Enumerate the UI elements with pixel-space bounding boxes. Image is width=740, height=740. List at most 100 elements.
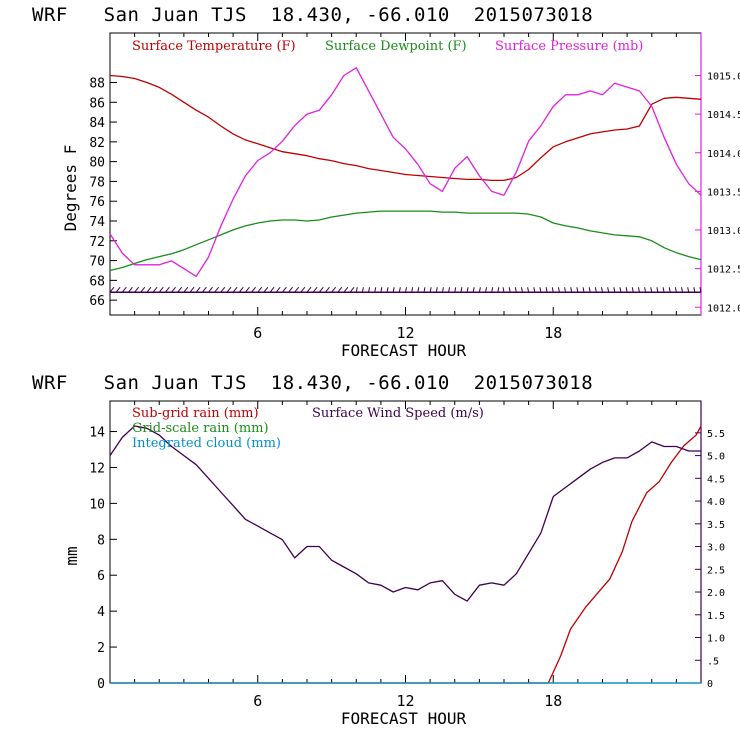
y-tick-label: 66 (89, 294, 105, 309)
wind-barb (374, 287, 377, 293)
legend-entry: Surface Wind Speed (m/s) (312, 406, 484, 421)
wind-barb (441, 287, 444, 293)
wind-barb (343, 286, 349, 293)
y2-tick-label: 5.0 (707, 452, 725, 463)
wind-barb (201, 286, 207, 293)
wind-barb (386, 287, 389, 293)
y2-tick-label: 1014.0 (707, 149, 740, 160)
wind-barb (644, 287, 647, 293)
wind-barb (306, 286, 312, 293)
legend-entry: Grid-scale rain (mm) (132, 421, 269, 436)
wind-barb (214, 286, 220, 293)
wind-barb (674, 287, 677, 293)
wind-barb (398, 287, 401, 293)
wind-barb (263, 286, 269, 293)
y-tick-label: 0 (97, 677, 105, 692)
y2-tick-label: 1015.0 (707, 71, 740, 82)
wind-barb (177, 286, 183, 293)
wind-barb (300, 286, 306, 293)
wind-barb (435, 287, 438, 293)
x-tick-label: 6 (253, 692, 262, 710)
y-tick-label: 70 (89, 255, 105, 270)
wind-barb (693, 287, 696, 293)
wind-barb (312, 286, 318, 293)
wind-barb (158, 286, 164, 293)
y-tick-label: 84 (89, 116, 105, 131)
wind-barb (349, 286, 355, 293)
wind-barb (294, 286, 300, 293)
y-tick-label: 86 (89, 96, 105, 111)
wind-barb (275, 286, 281, 293)
wind-barb (417, 287, 420, 293)
wind-barb (520, 287, 523, 293)
y2-tick-label: 1012.5 (707, 265, 740, 276)
series-line-surface-dewpoint-f (109, 210, 702, 272)
y-tick-label: 82 (89, 136, 105, 151)
wind-barb (539, 287, 542, 293)
wind-barb (545, 287, 548, 293)
wind-barb (226, 286, 232, 293)
wind-barb (466, 287, 469, 293)
wind-barb (257, 286, 263, 293)
top-chart-title: WRF San Juan TJS 18.430, -66.010 2015073… (32, 4, 594, 26)
wind-barb (564, 287, 567, 293)
wind-barb (656, 287, 659, 293)
wind-barb (533, 287, 536, 293)
wind-barb (411, 287, 414, 293)
wind-barb (220, 286, 226, 293)
wind-barb (637, 287, 640, 293)
wind-barb (650, 287, 653, 293)
y2-tick-label: 1012.0 (707, 303, 740, 314)
wind-barb (269, 286, 275, 293)
y-tick-label: 88 (89, 76, 105, 91)
y-axis-label: Degrees F (61, 145, 80, 232)
series-line-surface-pressure-mb (109, 67, 702, 278)
y2-tick-label: 4.0 (707, 497, 725, 508)
wind-barb (171, 286, 176, 293)
wind-barb (601, 287, 603, 293)
y2-tick-label: 1013.0 (707, 226, 740, 237)
wind-barb (699, 287, 702, 293)
wind-barb (514, 287, 517, 293)
wind-barb (405, 287, 407, 293)
wind-barb (121, 286, 127, 293)
y-tick-label: 68 (89, 274, 105, 289)
x-axis-label: FORECAST HOUR (341, 709, 467, 728)
wind-barb (325, 286, 330, 293)
wind-barb (368, 287, 371, 293)
x-tick-label: 12 (396, 692, 414, 710)
x-axis-label: FORECAST HOUR (341, 341, 467, 360)
y-tick-label: 2 (97, 641, 105, 656)
x-tick-label: 6 (253, 324, 262, 342)
wind-barb (497, 287, 500, 293)
legend-entry: Sub-grid rain (mm) (132, 406, 259, 421)
x-tick-label: 18 (544, 324, 562, 342)
wind-barb (448, 287, 451, 293)
wind-barb (128, 286, 133, 293)
wind-barb (245, 286, 250, 293)
wind-barb (619, 287, 622, 293)
y2-tick-label: 2.5 (707, 565, 725, 576)
legend-entry: Surface Pressure (mb) (495, 39, 643, 54)
wind-barb (355, 287, 358, 293)
y2-tick-label: 3.0 (707, 543, 725, 554)
wind-barb (607, 287, 610, 293)
wind-barb (454, 287, 457, 293)
x-tick-label: 18 (544, 692, 562, 710)
wind-barb (251, 286, 256, 293)
wind-barb (613, 287, 616, 293)
wind-barb (460, 287, 463, 293)
wind-barb (146, 286, 152, 293)
y2-tick-label: .5 (707, 656, 719, 667)
legend-entry: Surface Temperature (F) (132, 39, 296, 54)
series-line-surface-temperature-f (109, 74, 702, 182)
y2-tick-label: 3.5 (707, 520, 725, 531)
wind-barb (165, 286, 170, 293)
y2-tick-label: 4.5 (707, 474, 725, 485)
y-tick-label: 14 (89, 426, 105, 441)
y-tick-label: 80 (89, 156, 105, 171)
wind-barb (668, 287, 671, 293)
wind-barb (551, 287, 554, 293)
series-line-surface-wind-speed-m-s (109, 425, 701, 602)
y2-tick-label: 5.5 (707, 429, 725, 440)
